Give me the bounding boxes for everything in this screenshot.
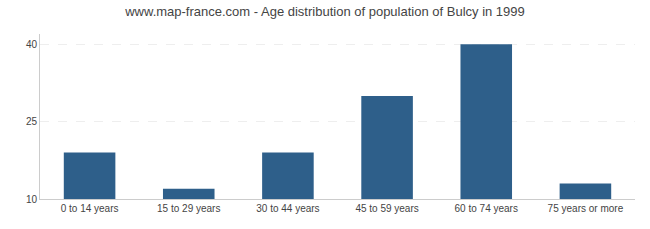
svg-text:15 to 29 years: 15 to 29 years [157, 203, 220, 214]
svg-text:25: 25 [26, 116, 38, 127]
svg-text:60 to 74 years: 60 to 74 years [455, 203, 518, 214]
svg-text:0 to 14 years: 0 to 14 years [61, 203, 119, 214]
svg-text:75 years or more: 75 years or more [548, 203, 624, 214]
svg-text:10: 10 [26, 194, 38, 205]
svg-text:40: 40 [26, 39, 38, 50]
svg-text:45 to 59 years: 45 to 59 years [355, 203, 418, 214]
svg-text:30 to 44 years: 30 to 44 years [256, 203, 319, 214]
svg-text:www.map-france.com - Age distr: www.map-france.com - Age distribution of… [124, 4, 525, 19]
